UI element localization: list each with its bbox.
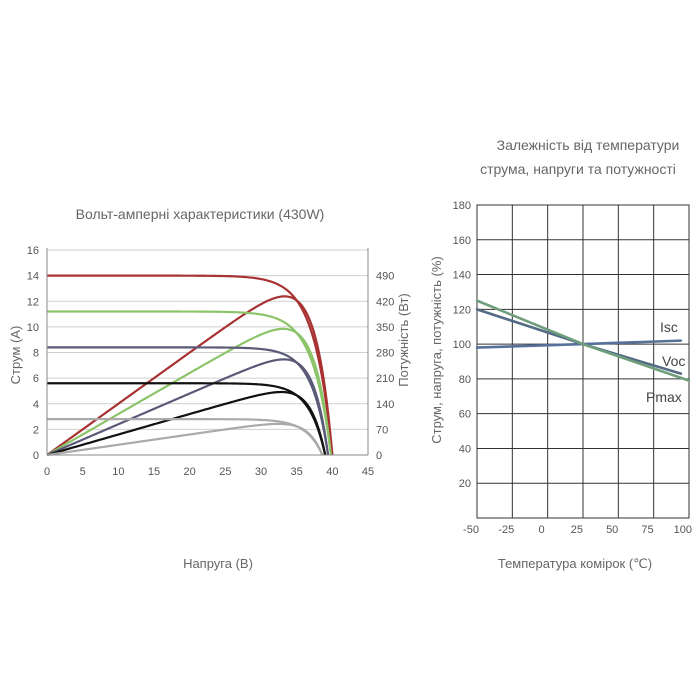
temp-x-tick-label: -50 bbox=[463, 524, 479, 536]
iv-y2-axis-label: Потужність (Вт) bbox=[396, 293, 411, 387]
iv-y2-tick-label: 0 bbox=[376, 450, 382, 462]
iv-y2-tick-label: 350 bbox=[376, 322, 394, 334]
iv-x-tick-label: 45 bbox=[362, 466, 374, 478]
temp-x-tick-label: 50 bbox=[606, 524, 618, 536]
temp-y-tick-label: 40 bbox=[459, 443, 471, 455]
temp-x-tick-labels: -50 -25 0 25 50 75 100 bbox=[463, 524, 692, 536]
iv-current-curve bbox=[47, 418, 324, 456]
temp-x-tick-label: 25 bbox=[571, 524, 583, 536]
iv-current-curve bbox=[47, 274, 334, 456]
iv-power-curve bbox=[46, 422, 324, 457]
iv-y-tick-label: 4 bbox=[33, 399, 39, 411]
iv-y2-tick-label: 420 bbox=[376, 296, 394, 308]
temp-y-tick-label: 160 bbox=[453, 235, 471, 247]
iv-y-tick-label: 0 bbox=[33, 450, 39, 462]
iv-current-curve bbox=[47, 310, 333, 456]
temp-y-axis-label: Струм, напруга, потужність (%) bbox=[429, 256, 444, 443]
iv-current-curve bbox=[47, 346, 330, 456]
temp-y-tick-label: 20 bbox=[459, 478, 471, 490]
temp-series-label-isc: Isc bbox=[660, 319, 678, 335]
iv-y2-tick-label: 490 bbox=[376, 271, 394, 283]
iv-current-curve bbox=[47, 382, 327, 456]
iv-x-tick-label: 15 bbox=[148, 466, 160, 478]
iv-x-tick-label: 25 bbox=[219, 466, 231, 478]
iv-y2-tick-label: 70 bbox=[376, 424, 388, 436]
iv-power-curve bbox=[46, 358, 330, 457]
temp-x-tick-label: 75 bbox=[641, 524, 653, 536]
temp-y-tick-label: 180 bbox=[453, 200, 471, 212]
iv-chart-title: Вольт-амперні характеристики (430W) bbox=[76, 206, 325, 222]
iv-series-group bbox=[46, 274, 334, 457]
iv-x-tick-label: 40 bbox=[326, 466, 338, 478]
temp-series-label-voc: Voc bbox=[662, 353, 685, 369]
iv-x-tick-label: 30 bbox=[255, 466, 267, 478]
iv-y-tick-label: 16 bbox=[27, 245, 39, 257]
iv-y-tick-label: 12 bbox=[27, 296, 39, 308]
temp-x-axis-label: Температура комірок (℃) bbox=[498, 556, 652, 571]
iv-x-tick-label: 20 bbox=[184, 466, 196, 478]
iv-power-curve bbox=[46, 327, 333, 456]
iv-y-tick-label: 14 bbox=[27, 271, 39, 283]
iv-power-curve bbox=[46, 295, 334, 456]
temp-x-tick-label: 0 bbox=[539, 524, 545, 536]
iv-axes bbox=[46, 248, 369, 456]
temp-y-tick-labels: 20 40 60 80 100 120 140 160 180 bbox=[453, 200, 471, 490]
temp-y-tick-label: 140 bbox=[453, 270, 471, 282]
temp-chart-title-line-2: струма, напруги та потужності bbox=[480, 161, 676, 177]
iv-y-tick-label: 10 bbox=[27, 322, 39, 334]
temp-series-labels: Isc Voc Pmax bbox=[646, 319, 685, 405]
iv-x-tick-label: 35 bbox=[291, 466, 303, 478]
iv-y2-tick-label: 280 bbox=[376, 348, 394, 360]
temp-gridlines bbox=[476, 204, 690, 519]
iv-y-tick-label: 6 bbox=[33, 373, 39, 385]
temp-x-tick-label: -25 bbox=[498, 524, 514, 536]
iv-y-tick-label: 8 bbox=[33, 348, 39, 360]
iv-x-tick-label: 5 bbox=[80, 466, 86, 478]
temp-series-group bbox=[475, 299, 691, 382]
iv-y-tick-label: 2 bbox=[33, 424, 39, 436]
iv-y2-tick-labels: 0 70 140 210 280 350 420 490 bbox=[376, 271, 394, 462]
iv-y2-tick-label: 140 bbox=[376, 399, 394, 411]
iv-x-tick-labels: 0 5 10 15 20 25 30 35 40 45 bbox=[44, 466, 374, 478]
iv-power-curve bbox=[46, 390, 327, 457]
iv-y2-tick-label: 210 bbox=[376, 373, 394, 385]
iv-y-tick-labels: 0 2 4 6 8 10 12 14 16 bbox=[27, 245, 39, 462]
temp-chart-title-line-1: Залежність від температури bbox=[497, 137, 680, 153]
iv-chart: Вольт-амперні характеристики (430W) 0 5 10… bbox=[8, 206, 411, 571]
iv-x-axis-label: Напруга (В) bbox=[183, 556, 253, 571]
temp-chart: Залежність від температури струма, напру… bbox=[429, 137, 692, 571]
temp-x-tick-label: 100 bbox=[674, 524, 692, 536]
temp-y-tick-label: 80 bbox=[459, 374, 471, 386]
temp-series-line-pmax bbox=[475, 299, 691, 382]
temp-y-tick-label: 100 bbox=[453, 339, 471, 351]
iv-x-tick-label: 0 bbox=[44, 466, 50, 478]
temp-y-tick-label: 120 bbox=[453, 304, 471, 316]
temp-y-tick-label: 60 bbox=[459, 409, 471, 421]
iv-y-axis-label: Струм (А) bbox=[8, 326, 23, 385]
iv-x-tick-label: 10 bbox=[112, 466, 124, 478]
temp-series-label-pmax: Pmax bbox=[646, 389, 682, 405]
